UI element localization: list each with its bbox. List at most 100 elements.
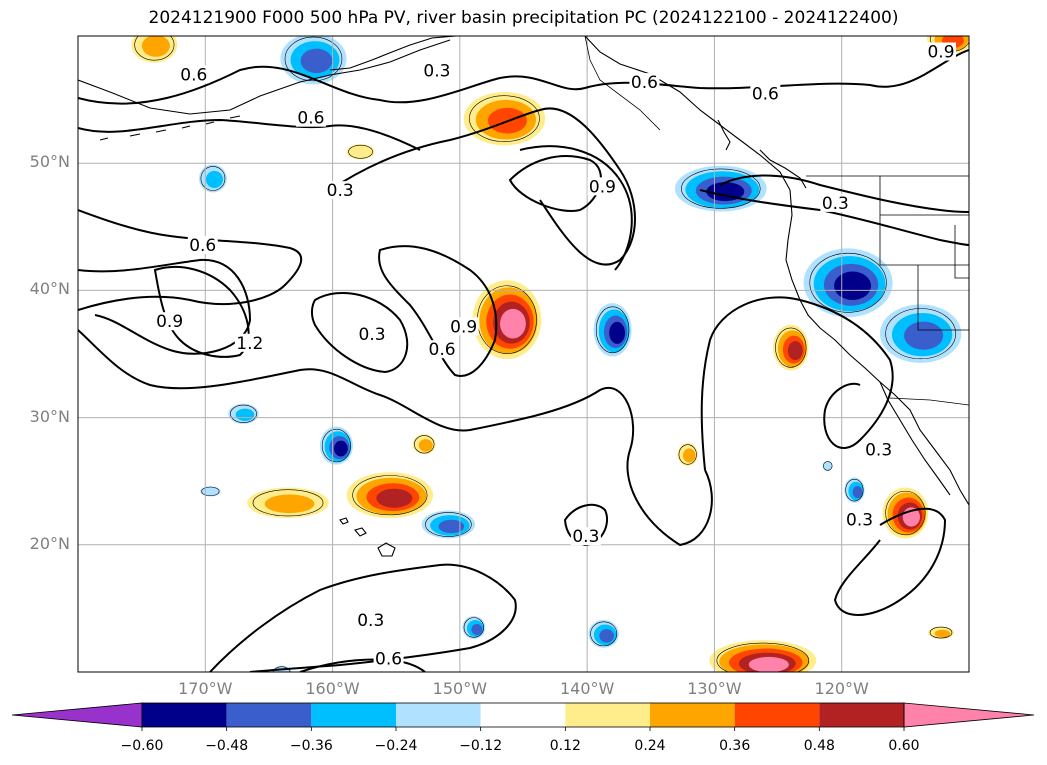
colorbar-segment	[650, 703, 735, 727]
contour-label-bg	[295, 108, 326, 127]
contour-label-bg	[234, 333, 265, 352]
contour-label: 0.9	[927, 43, 954, 63]
pv-contours	[78, 49, 969, 672]
contour-label: 0.6	[180, 65, 207, 85]
precip-shading-level	[205, 170, 223, 188]
precip-shading-level	[264, 494, 315, 514]
precip-anomaly	[412, 434, 436, 455]
precip-anomaly	[462, 616, 486, 639]
contour-label: 0.3	[822, 194, 849, 214]
contour-label-bg	[357, 324, 388, 343]
latitude-tick-label: 30°N	[29, 406, 70, 426]
contour-label: 0.9	[589, 177, 616, 197]
precip-outline	[201, 486, 220, 497]
precip-shading-level	[334, 440, 348, 457]
precip-outline	[200, 166, 226, 191]
precip-shading-level	[235, 408, 255, 421]
precip-shading-level	[787, 341, 803, 361]
contour-label: 0.3	[357, 611, 384, 631]
precip-outline	[590, 621, 618, 647]
precip-shading-level	[500, 308, 526, 339]
precip-shading-level	[934, 629, 951, 638]
precip-shading-level	[438, 519, 465, 534]
western-state-borders	[879, 176, 969, 331]
coastlines	[78, 36, 969, 557]
precip-anomaly	[228, 403, 259, 424]
precip-shading-level	[904, 321, 944, 350]
us-mexico-border	[889, 397, 969, 406]
pv-contour-0.6-north	[78, 49, 969, 105]
colorbar-tick-label: 0.48	[803, 738, 835, 754]
contour-label: 0.3	[327, 181, 354, 201]
alaska-peninsula-coast	[329, 36, 457, 71]
precip-shading-level	[609, 321, 626, 344]
contour-label-bg	[355, 611, 386, 630]
precip-shading-level	[706, 182, 745, 202]
precip-shading-level	[418, 439, 433, 452]
contour-label: 0.3	[423, 62, 450, 82]
pv-contour-0.3-east	[700, 296, 894, 471]
colorbar-tick-label: −0.12	[459, 738, 503, 754]
precip-anomaly	[198, 164, 227, 193]
contour-label-bg	[863, 440, 894, 459]
precip-outline	[252, 489, 324, 517]
precip-outline	[885, 490, 926, 536]
pv-contour-0.3-gulf	[329, 107, 636, 266]
latitude-tick-label: 50°N	[29, 152, 70, 172]
precip-anomaly	[463, 91, 546, 146]
precip-shading-level	[599, 629, 615, 643]
colorbar-segment	[565, 703, 650, 727]
colorbar-tick-label: 0.36	[719, 738, 751, 754]
precip-outline	[469, 95, 540, 142]
precip-shading-level	[346, 144, 375, 160]
contour-label-bg	[629, 73, 660, 92]
colorbar-tick-label: 0.12	[549, 738, 581, 754]
north-american-coast	[785, 189, 969, 506]
precip-anomaly	[131, 36, 178, 63]
precip-anomaly	[346, 472, 434, 519]
colorbar-tick-label: 0.24	[634, 738, 666, 754]
precip-anomaly	[421, 510, 476, 539]
contour-label-bg	[750, 84, 781, 103]
precip-outline	[681, 168, 761, 209]
colorbar-tick-label: −0.60	[120, 738, 164, 754]
precip-anomaly	[928, 626, 954, 639]
precip-anomaly	[247, 487, 329, 519]
contour-label: 1.2	[236, 334, 263, 354]
southeast-alaska-coast	[584, 36, 791, 191]
pv-contour-0.3-loop	[311, 292, 409, 374]
latitude-tick-label: 40°N	[29, 279, 70, 299]
precip-anomaly	[319, 426, 353, 465]
contour-label: 0.6	[631, 73, 658, 93]
precip-shading-level	[834, 271, 872, 301]
contour-label: 0.9	[156, 312, 183, 332]
vancouver-island-coast	[759, 149, 807, 189]
precip-anomaly	[803, 248, 893, 318]
precip-anomaly	[844, 477, 865, 503]
precip-anomaly	[677, 443, 698, 466]
precip-anomaly	[772, 324, 809, 371]
contour-labels: 0.6 0.3 0.6 0.6 0.6 0.9 0.3 0.9 0.3 0.6 0.9 1.2 0.3 0…	[154, 42, 956, 669]
precip-outline	[414, 435, 435, 454]
precip-outline	[809, 252, 887, 313]
alaska-coastline	[78, 39, 451, 115]
contour-label: 0.3	[572, 527, 599, 547]
precip-shading-level	[682, 448, 696, 463]
haida-gwaii-coast	[717, 119, 731, 151]
contour-label-bg	[421, 61, 452, 80]
precip-outline	[678, 444, 697, 465]
aleutian-islands	[99, 115, 241, 141]
pv-contour-0.6-mid	[78, 118, 421, 151]
precip-anomaly	[674, 165, 767, 212]
contour-label-bg	[820, 193, 851, 212]
precip-outline	[845, 478, 864, 502]
precip-anomaly	[200, 486, 221, 497]
pv-contour-0.3-baja	[833, 507, 947, 616]
longitude-tick-label: 120°W	[814, 679, 869, 698]
precip-outline	[425, 512, 472, 537]
precip-shading-level	[200, 486, 221, 497]
contour-label: 0.6	[375, 649, 402, 669]
precip-outline	[716, 642, 810, 672]
longitude-tick-label: 140°W	[559, 679, 615, 698]
